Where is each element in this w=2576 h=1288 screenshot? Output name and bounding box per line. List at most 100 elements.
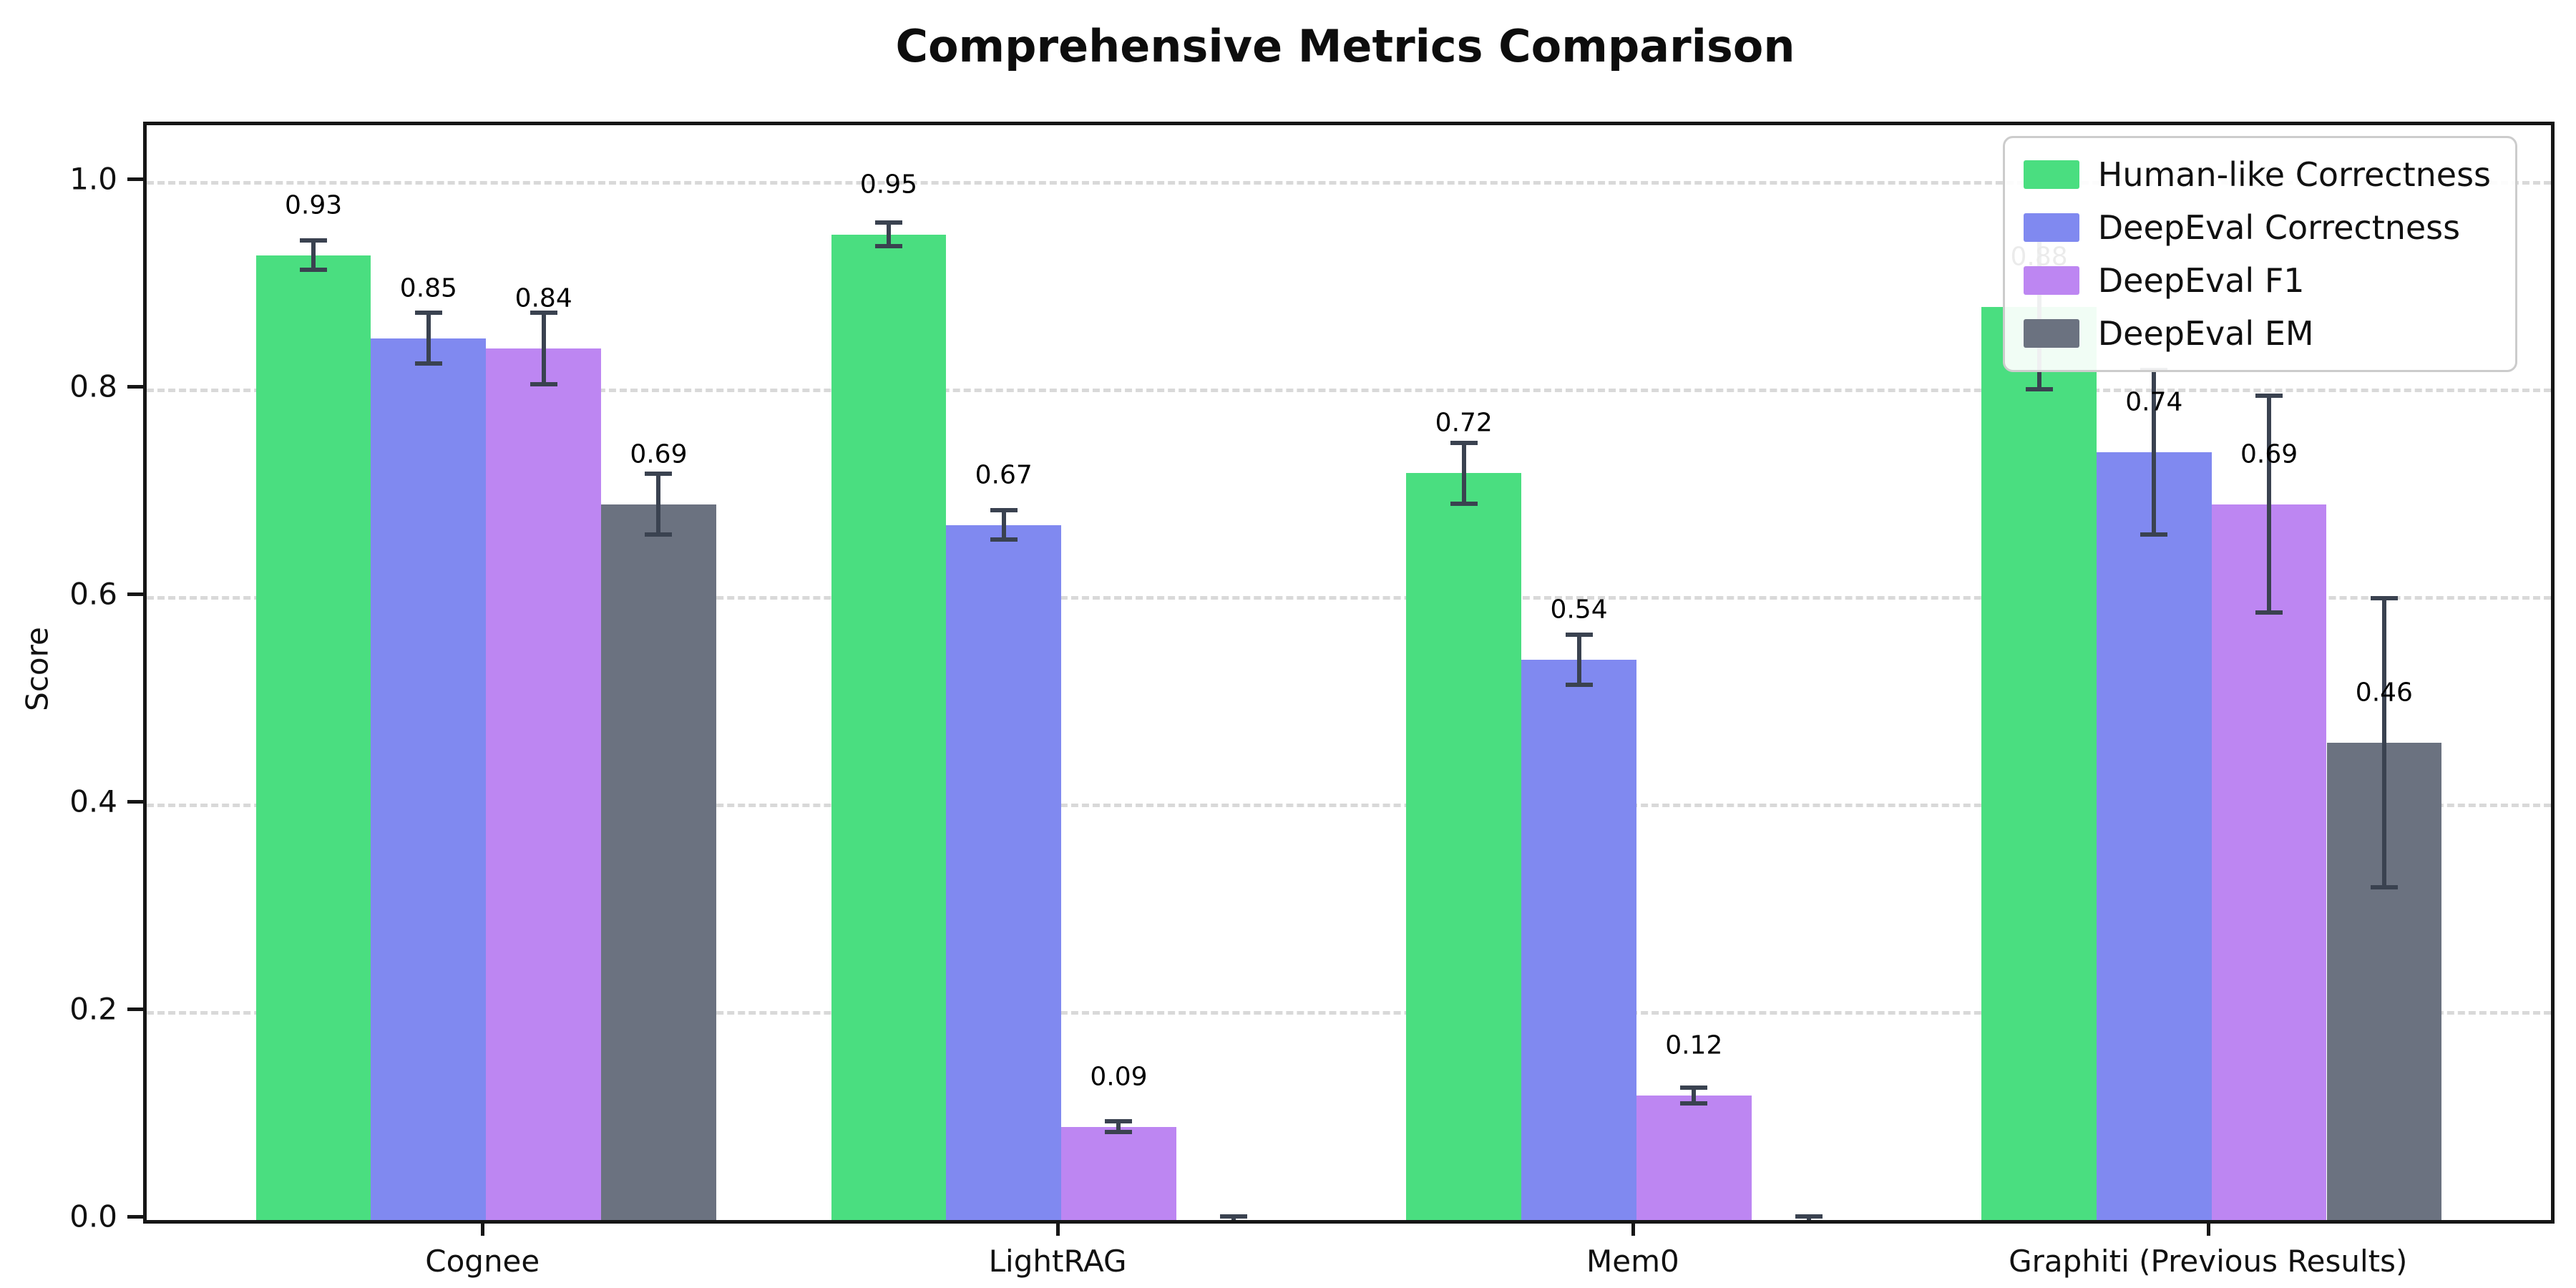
legend-swatch	[2023, 319, 2079, 348]
error-bar-cap-bottom	[530, 381, 557, 386]
bar	[2211, 504, 2327, 1220]
error-bar-cap-bottom	[414, 361, 442, 366]
error-bar-cap-bottom	[990, 537, 1018, 542]
y-tick-label: 0.4	[69, 784, 117, 819]
bar-value-label: 0.74	[2125, 387, 2183, 417]
legend: Human-like Correctness DeepEval Correctne…	[2002, 136, 2517, 372]
error-bar-line	[311, 239, 316, 271]
error-bar-cap-top	[990, 507, 1018, 512]
bar-value-label: 0.12	[1665, 1030, 1723, 1060]
bar	[486, 348, 601, 1220]
error-bar-cap-top	[530, 311, 557, 316]
bar-value-label: 0.67	[975, 460, 1033, 490]
gridline	[147, 596, 2551, 600]
bar	[371, 338, 487, 1220]
gridline	[147, 804, 2551, 807]
bar	[1406, 473, 1522, 1220]
error-bar-cap-top	[2255, 394, 2283, 399]
legend-item: DeepEval F1	[2023, 261, 2491, 300]
y-tick-label: 0.2	[69, 991, 117, 1027]
error-bar-cap-top	[300, 238, 328, 243]
bar	[601, 504, 716, 1220]
bar-value-label: 0.46	[2355, 678, 2413, 708]
x-tick	[2206, 1220, 2210, 1236]
legend-item: DeepEval Correctness	[2023, 208, 2491, 247]
bar-value-label: 0.93	[285, 190, 343, 220]
y-tick	[127, 592, 143, 596]
x-tick-label: Cognee	[425, 1244, 540, 1279]
error-bar-cap-top	[874, 220, 902, 225]
error-bar-cap-bottom	[1565, 683, 1593, 688]
bar-value-label: 0.69	[630, 439, 688, 469]
x-tick	[1631, 1220, 1635, 1236]
error-bar-line	[2152, 369, 2157, 535]
bar	[255, 255, 371, 1220]
legend-item: DeepEval EM	[2023, 314, 2491, 353]
y-tick-label: 0.0	[69, 1199, 117, 1234]
y-tick	[127, 800, 143, 804]
error-bar-cap-top	[1450, 440, 1478, 445]
error-bar-cap-bottom	[2025, 387, 2053, 391]
bar-value-label: 0.54	[1550, 595, 1608, 625]
error-bar-line	[2267, 395, 2272, 613]
gridline	[147, 1011, 2551, 1015]
legend-label: Human-like Correctness	[2097, 155, 2491, 194]
error-bar-line	[656, 473, 661, 535]
bar	[1981, 307, 2097, 1220]
bar-value-label: 0.09	[1090, 1062, 1148, 1092]
error-bar-line	[886, 222, 891, 247]
error-bar-cap-top	[1105, 1118, 1133, 1123]
y-tick	[127, 1215, 143, 1219]
bar	[1521, 660, 1636, 1220]
bar-value-label: 0.72	[1435, 408, 1493, 438]
x-tick-label: Mem0	[1586, 1244, 1679, 1279]
bar	[1061, 1126, 1176, 1220]
error-bar-line	[2381, 597, 2386, 888]
bar-value-label: 0.84	[514, 283, 572, 313]
error-bar-cap-bottom	[2140, 532, 2168, 537]
legend-swatch	[2023, 213, 2079, 242]
error-bar-cap-top	[1565, 632, 1593, 637]
error-bar-cap-top	[414, 311, 442, 316]
legend-label: DeepEval F1	[2097, 261, 2305, 300]
error-bar-cap-bottom	[1450, 501, 1478, 506]
error-bar-cap-top	[1220, 1214, 1248, 1219]
error-bar-cap-top	[645, 472, 673, 476]
error-bar-cap-bottom	[874, 243, 902, 248]
error-bar-cap-top	[2370, 596, 2398, 600]
error-bar-cap-bottom	[1680, 1101, 1708, 1106]
error-bar-cap-bottom	[2255, 610, 2283, 615]
y-axis-label: Score	[19, 627, 55, 711]
error-bar-line	[426, 312, 431, 364]
chart-title: Comprehensive Metrics Comparison	[895, 20, 1795, 72]
x-tick-label: Graphiti (Previous Results)	[2009, 1244, 2408, 1279]
x-tick-label: LightRAG	[988, 1244, 1127, 1279]
error-bar-cap-bottom	[645, 532, 673, 537]
y-tick-label: 1.0	[69, 161, 117, 197]
bar	[1636, 1096, 1752, 1220]
x-tick	[1056, 1220, 1060, 1236]
error-bar-cap-bottom	[1105, 1130, 1133, 1135]
legend-swatch	[2023, 160, 2079, 189]
legend-label: DeepEval EM	[2097, 314, 2314, 353]
bar	[831, 234, 947, 1220]
legend-item: Human-like Correctness	[2023, 155, 2491, 194]
legend-swatch	[2023, 266, 2079, 295]
bar	[946, 525, 1062, 1220]
gridline	[147, 389, 2551, 392]
y-tick	[127, 1008, 143, 1011]
error-bar-cap-bottom	[2370, 885, 2398, 889]
error-bar-cap-top	[1795, 1214, 1823, 1219]
bar	[2096, 452, 2212, 1220]
y-tick	[127, 385, 143, 389]
error-bar-line	[1692, 1087, 1697, 1104]
legend-label: DeepEval Correctness	[2097, 208, 2461, 247]
bar-value-label: 0.85	[399, 273, 457, 303]
x-tick	[481, 1220, 485, 1236]
error-bar-cap-top	[1680, 1085, 1708, 1091]
error-bar-line	[1461, 441, 1466, 504]
error-bar-cap-bottom	[300, 268, 328, 273]
error-bar-line	[1116, 1120, 1121, 1133]
y-tick-label: 0.8	[69, 369, 117, 404]
